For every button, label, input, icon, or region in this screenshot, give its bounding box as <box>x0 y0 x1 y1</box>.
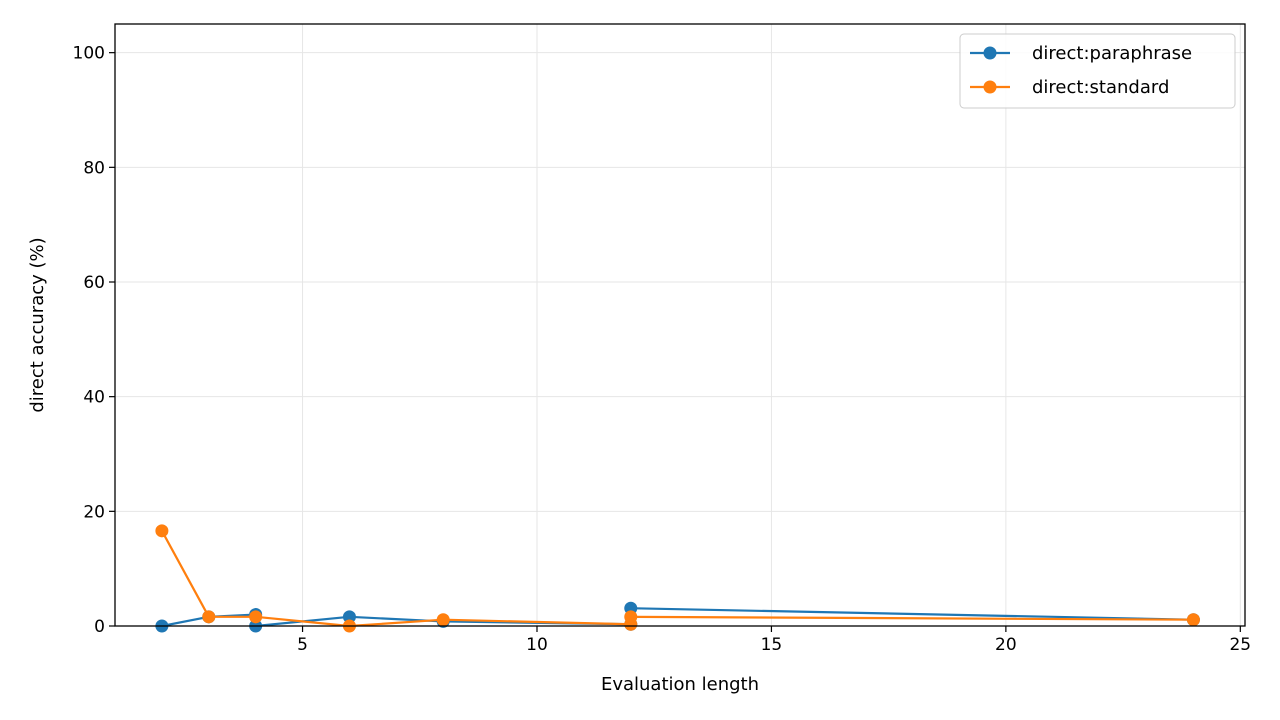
legend: direct:paraphrase direct:standard <box>959 33 1236 109</box>
x-tick-label: 15 <box>761 635 783 655</box>
legend-label: direct:standard <box>1032 77 1169 98</box>
x-tick-label: 25 <box>1229 635 1251 655</box>
data-point <box>342 610 356 624</box>
data-point <box>155 524 169 538</box>
y-tick-label: 100 <box>73 44 105 64</box>
axis-ticks: 5 10 15 20 25 0 20 40 60 80 100 <box>73 44 1252 655</box>
y-tick-label: 40 <box>83 388 105 408</box>
data-point <box>436 613 450 627</box>
y-tick-label: 20 <box>83 502 105 522</box>
legend-label: direct:paraphrase <box>1032 43 1192 64</box>
data-point <box>202 610 216 624</box>
series-direct-standard <box>155 524 1200 633</box>
data-point <box>249 610 263 624</box>
legend-marker <box>983 46 997 60</box>
y-tick-label: 80 <box>83 158 105 178</box>
y-axis-label: direct accuracy (%) <box>27 237 48 412</box>
x-axis-label: Evaluation length <box>601 674 759 695</box>
data-point <box>624 610 638 624</box>
y-tick-label: 0 <box>94 617 105 637</box>
plot-frame <box>114 23 1246 627</box>
legend-box <box>959 33 1236 109</box>
legend-marker <box>983 80 997 94</box>
x-tick-label: 5 <box>297 635 308 655</box>
y-tick-label: 60 <box>83 273 105 293</box>
x-tick-label: 10 <box>526 635 548 655</box>
series-layer <box>155 524 1200 633</box>
data-point <box>1186 613 1200 627</box>
x-tick-label: 20 <box>995 635 1017 655</box>
